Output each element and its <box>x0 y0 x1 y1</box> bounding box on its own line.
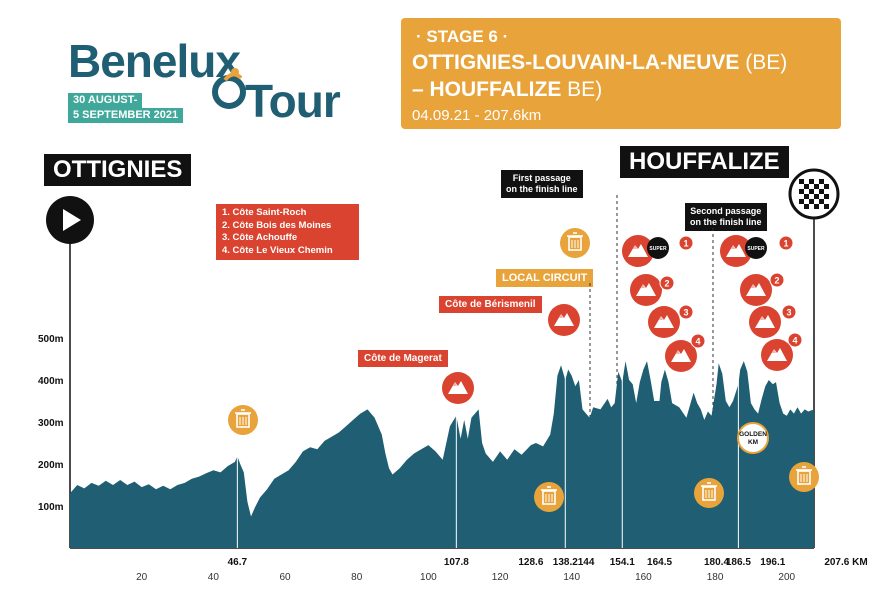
svg-text:1: 1 <box>683 239 688 249</box>
route-end: – HOUFFALIZE BE) <box>412 78 603 101</box>
start-flag-icon <box>46 196 94 244</box>
climb-4-icon <box>665 340 697 372</box>
svg-text:2: 2 <box>664 279 669 289</box>
svg-text:4: 4 <box>792 336 797 346</box>
x-tick-label: 140 <box>563 572 580 583</box>
logo-cyclist-icon <box>212 68 246 109</box>
legend-item: 1. Côte Saint-Roch <box>222 207 307 218</box>
x-marker-label: 144 <box>578 557 595 568</box>
climbs-legend: 1. Côte Saint-Roch 2. Côte Bois des Moin… <box>216 204 359 260</box>
climb-3-icon <box>648 306 680 338</box>
x-axis: 20 40 60 80 100 120 140 160 180 200 46.7 107.8 128.6… <box>136 557 868 583</box>
climb-label-magerat: Côte de Magerat <box>358 350 448 367</box>
y-tick-label: 400m <box>38 376 64 387</box>
sprint-bin-icon <box>534 482 564 512</box>
climb-berismenil-icon <box>548 304 580 336</box>
logo-tour-text: Tour <box>245 75 341 127</box>
svg-text:3: 3 <box>786 308 791 318</box>
svg-text:1: 1 <box>783 239 788 249</box>
route-start: OTTIGNIES-LOUVAIN-LA-NEUVE (BE) <box>412 51 788 74</box>
sprint-bin-icon <box>560 228 590 258</box>
climb-4-icon <box>761 339 793 371</box>
x-tick-label: 200 <box>778 572 795 583</box>
svg-text:GOLDEN: GOLDEN <box>739 431 767 438</box>
x-tick-label: 120 <box>492 572 509 583</box>
climb-number-badge: 3 <box>678 304 694 320</box>
y-tick-label: 100m <box>38 502 64 513</box>
svg-text:4: 4 <box>695 337 700 347</box>
climb-magerat-icon <box>442 372 474 404</box>
climb-1-icon <box>622 235 654 267</box>
start-place-label: OTTIGNIES <box>44 154 192 186</box>
local-circuit-label: LOCAL CIRCUIT <box>496 269 594 287</box>
x-marker-label: 164.5 <box>647 557 672 568</box>
climb-2-icon <box>740 274 772 306</box>
svg-text:SUPER: SUPER <box>747 246 765 252</box>
event-dates-line1: 30 AUGUST- <box>68 93 143 108</box>
svg-text:3: 3 <box>683 308 688 318</box>
svg-text:SUPER: SUPER <box>649 246 667 252</box>
finish-place-label: HOUFFALIZE <box>620 146 789 178</box>
climb-number-badge: 2 <box>659 275 675 291</box>
y-tick-label: 300m <box>38 418 64 429</box>
finish-flag-icon <box>788 168 840 220</box>
climb-3-icon <box>749 306 781 338</box>
x-marker-label: 196.1 <box>760 557 785 568</box>
x-marker-label: 46.7 <box>228 557 248 568</box>
sprint-bin-icon <box>228 405 258 435</box>
climb-number-badge: 1 <box>778 235 794 251</box>
climb-number-badge: 4 <box>690 333 706 349</box>
stage-info-panel: · STAGE 6 · OTTIGNIES-LOUVAIN-LA-NEUVE (… <box>401 18 841 129</box>
y-tick-label: 200m <box>38 460 64 471</box>
sprint-bin-icon <box>694 478 724 508</box>
x-tick-label: 160 <box>635 572 652 583</box>
x-tick-label: 180 <box>707 572 724 583</box>
super8-badge: SUPER <box>745 237 767 259</box>
svg-text:2: 2 <box>774 276 779 286</box>
climb-2-icon <box>630 274 662 306</box>
event-dates-line2: 5 SEPTEMBER 2021 <box>68 108 184 123</box>
legend-item: 2. Côte Bois des Moines <box>222 219 332 231</box>
legend-item: 3. Côte Achouffe <box>222 232 298 243</box>
logo-benelux-text: Benelux <box>68 35 241 87</box>
y-tick-label: 500m <box>38 334 64 345</box>
x-marker-label: 138.2 <box>553 557 578 568</box>
climb-number-badge: 1 <box>678 235 694 251</box>
x-tick-label: 100 <box>420 572 437 583</box>
x-marker-label: 154.1 <box>610 557 635 568</box>
first-passage-note: First passage on the finish line <box>501 170 583 198</box>
sprint-bin-icon <box>789 462 819 492</box>
stage-date-distance: 04.09.21 - 207.6km <box>412 107 542 124</box>
x-tick-label: 80 <box>351 572 363 583</box>
climb-number-badge: 2 <box>769 272 785 288</box>
x-marker-label: 107.8 <box>444 557 469 568</box>
x-tick-label: 20 <box>136 572 148 583</box>
legend-item: 4. Côte Le Vieux Chemin <box>222 244 333 256</box>
x-tick-label: 60 <box>279 572 291 583</box>
x-marker-label: 186.5 <box>726 557 751 568</box>
climb-label-berismenil: Côte de Bérismenil <box>439 296 542 313</box>
y-axis: 100m 200m 300m 400m 500m <box>38 334 64 513</box>
elevation-area <box>70 361 814 548</box>
second-passage-note: Second passage on the finish line <box>685 203 767 231</box>
climb-number-badge: 4 <box>787 332 803 348</box>
svg-text:KM: KM <box>748 439 758 446</box>
climb-1-icon <box>720 235 752 267</box>
stage-number: · STAGE 6 · <box>416 27 509 46</box>
x-tick-label: 40 <box>208 572 220 583</box>
climb-number-badge: 3 <box>781 304 797 320</box>
x-marker-label: 128.6 <box>518 557 543 568</box>
super8-badge: SUPER <box>647 237 669 259</box>
x-marker-label: 180.4 <box>704 557 729 568</box>
x-end-label: 207.6 KM <box>824 557 867 568</box>
